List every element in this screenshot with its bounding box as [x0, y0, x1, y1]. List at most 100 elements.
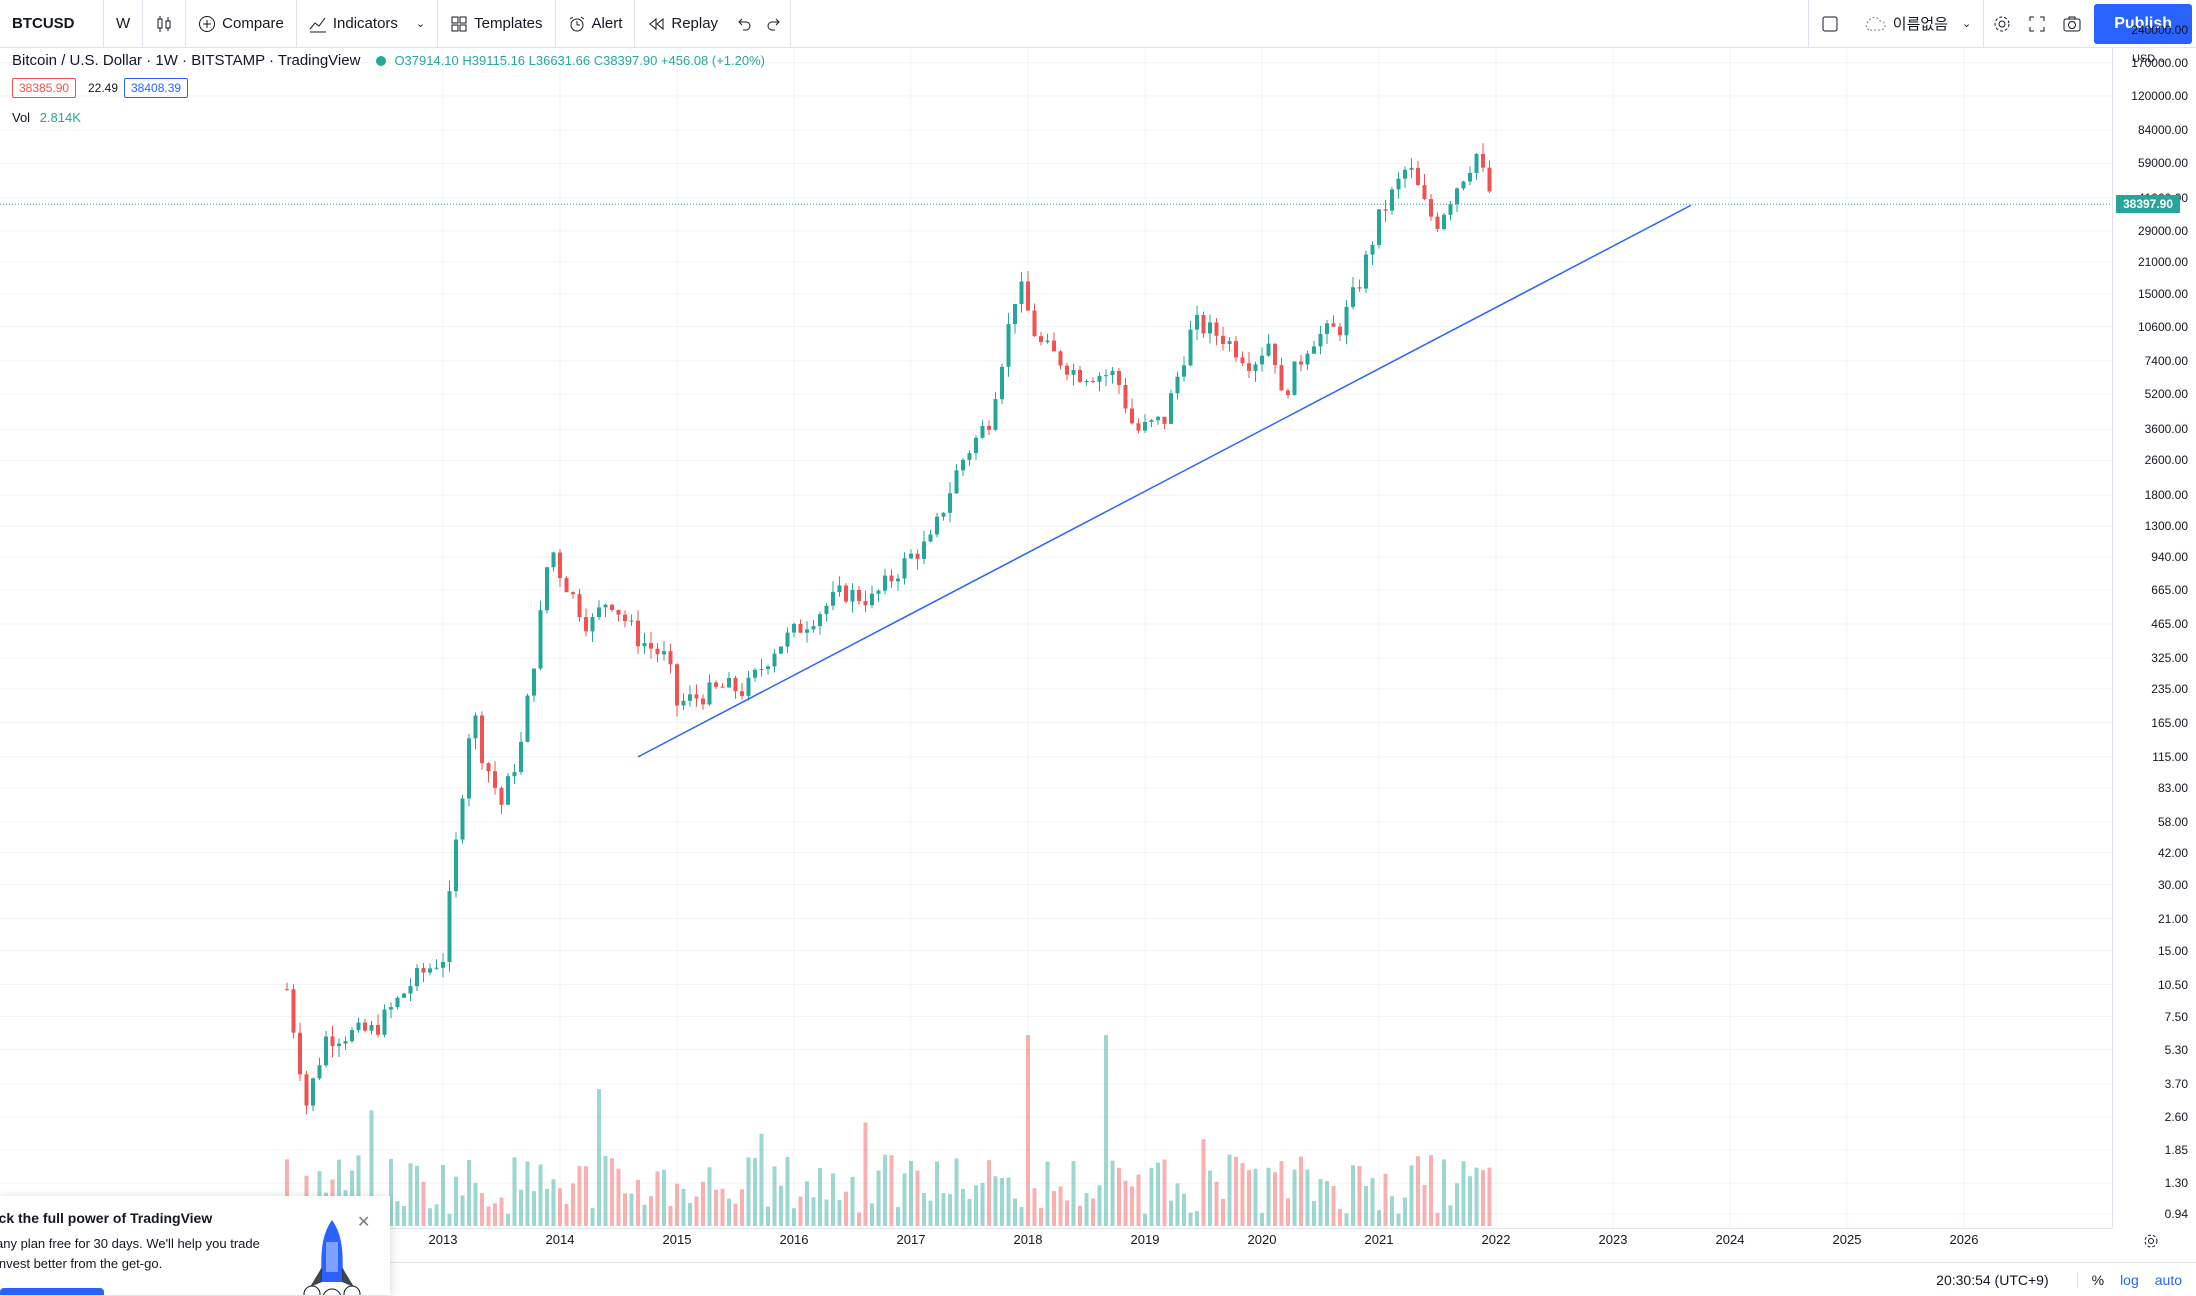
volume-bar	[824, 1199, 829, 1226]
camera-icon	[2062, 15, 2082, 33]
price-axis-label: 7400.00	[2144, 353, 2188, 368]
volume-bar	[941, 1192, 946, 1226]
layout-name-button[interactable]: 이름없음 ⌄	[1851, 0, 1985, 48]
candle-body	[1188, 329, 1193, 366]
volume-bar	[1013, 1198, 1017, 1226]
volume-bar	[701, 1181, 705, 1226]
promo-cta-button[interactable]	[0, 1288, 104, 1295]
volume-bar	[1390, 1196, 1394, 1226]
volume-bar	[1032, 1188, 1037, 1226]
candle-body	[493, 771, 497, 788]
candle-body	[954, 470, 959, 494]
price-axis-label: 325.00	[2151, 651, 2188, 666]
candle-body	[317, 1065, 322, 1079]
candle-body	[480, 715, 484, 764]
candle-body	[896, 578, 900, 582]
price-axis-label: 0.94	[2164, 1207, 2188, 1221]
alert-button[interactable]: Alert	[556, 0, 636, 48]
redo-button[interactable]	[758, 0, 792, 48]
layout-select-button[interactable]	[1807, 0, 1851, 48]
volume-bar	[1260, 1213, 1264, 1226]
volume-bar	[1078, 1205, 1082, 1226]
volume-bar	[519, 1189, 523, 1226]
volume-bar	[1162, 1159, 1167, 1226]
chart-pane[interactable]	[0, 29, 2112, 1228]
volume-bar	[1292, 1169, 1297, 1226]
candle-body	[857, 590, 861, 602]
candle-body	[499, 787, 504, 805]
price-axis-label: 115.00	[2152, 749, 2188, 764]
candle-body	[324, 1036, 328, 1066]
candle-body	[1390, 189, 1394, 211]
log-scale-toggle[interactable]: log	[2120, 1271, 2139, 1288]
candle-body	[629, 620, 634, 622]
volume-bar	[1123, 1180, 1128, 1226]
volume-bar	[753, 1158, 757, 1226]
candle-body	[1143, 421, 1147, 431]
trendline	[637, 204, 1692, 758]
candle-body	[441, 961, 445, 968]
volume-bar	[1422, 1184, 1427, 1226]
candle-body	[876, 590, 881, 594]
undo-button[interactable]	[730, 0, 758, 48]
volume-bar	[356, 1155, 361, 1226]
volume-bar	[1429, 1155, 1433, 1226]
ask-price-box[interactable]: 38408.39	[124, 78, 189, 98]
candle-body	[1182, 365, 1186, 377]
candle-body	[1052, 340, 1056, 352]
symbol-title[interactable]: Bitcoin / U.S. Dollar · 1W · BITSTAMP · …	[12, 52, 361, 69]
volume-bar	[870, 1203, 874, 1226]
price-axis-label: 3.70	[2164, 1076, 2188, 1091]
price-chart[interactable]	[0, 29, 2112, 1228]
volume-bar	[1435, 1212, 1440, 1226]
snapshot-button[interactable]	[2054, 0, 2090, 48]
percent-scale-toggle[interactable]: %	[2076, 1271, 2112, 1288]
volume-bar	[1481, 1170, 1485, 1226]
volume-bar	[850, 1176, 855, 1226]
candle-body	[473, 715, 478, 739]
candle-body	[753, 669, 757, 678]
publish-button[interactable]: Publish	[2094, 3, 2192, 44]
auto-scale-toggle[interactable]: auto	[2154, 1271, 2182, 1288]
fullscreen-button[interactable]	[2020, 0, 2054, 48]
candle-body	[837, 585, 842, 593]
indicators-icon	[309, 15, 327, 33]
candle-body	[1305, 353, 1310, 365]
volume-bar	[337, 1159, 341, 1226]
rocket-icon	[282, 1212, 382, 1295]
volume-bar	[1149, 1167, 1154, 1226]
chart-type-button[interactable]	[143, 0, 187, 48]
settings-button[interactable]	[1984, 0, 2020, 48]
indicators-button[interactable]: Indicators ⌄	[297, 0, 439, 48]
volume-bar	[720, 1188, 725, 1226]
volume-bar	[915, 1170, 920, 1226]
currency-select[interactable]: USD ⌄	[2128, 52, 2170, 66]
volume-bar	[935, 1161, 939, 1226]
templates-button[interactable]: Templates	[438, 0, 556, 48]
bid-price-box[interactable]: 38385.90	[12, 78, 77, 98]
candle-body	[805, 629, 809, 633]
gear-icon	[2142, 1234, 2160, 1254]
replay-button[interactable]: Replay	[635, 0, 730, 48]
volume-bar	[499, 1197, 504, 1226]
volume-bar	[1487, 1167, 1492, 1226]
volume-bar	[1370, 1178, 1375, 1226]
candle-body	[564, 578, 569, 593]
candle-body	[681, 700, 686, 706]
compare-button[interactable]: Compare	[186, 0, 297, 48]
volume-bar	[369, 1110, 374, 1226]
interval-button[interactable]: W	[104, 0, 144, 48]
indicators-label: Indicators	[332, 15, 398, 32]
symbol-search-button[interactable]: BTCUSD	[0, 0, 104, 48]
price-axis-label: 21000.00	[2137, 254, 2188, 269]
axis-settings-button[interactable]	[2142, 1232, 2160, 1255]
clock[interactable]: 20:30:54 (UTC+9)	[1936, 1271, 2049, 1288]
price-axis[interactable]: 240000.00 170000.00 120000.00 84000.00 59000…	[2112, 23, 2196, 1228]
close-icon[interactable]: ✕	[357, 1214, 371, 1231]
volume-bar	[954, 1158, 959, 1226]
time-axis[interactable]	[0, 1228, 2112, 1263]
price-axis-label: 665.00	[2151, 582, 2188, 597]
candle-body	[434, 967, 439, 969]
candle-body	[844, 585, 848, 602]
price-axis-label: 10.50	[2157, 977, 2188, 992]
